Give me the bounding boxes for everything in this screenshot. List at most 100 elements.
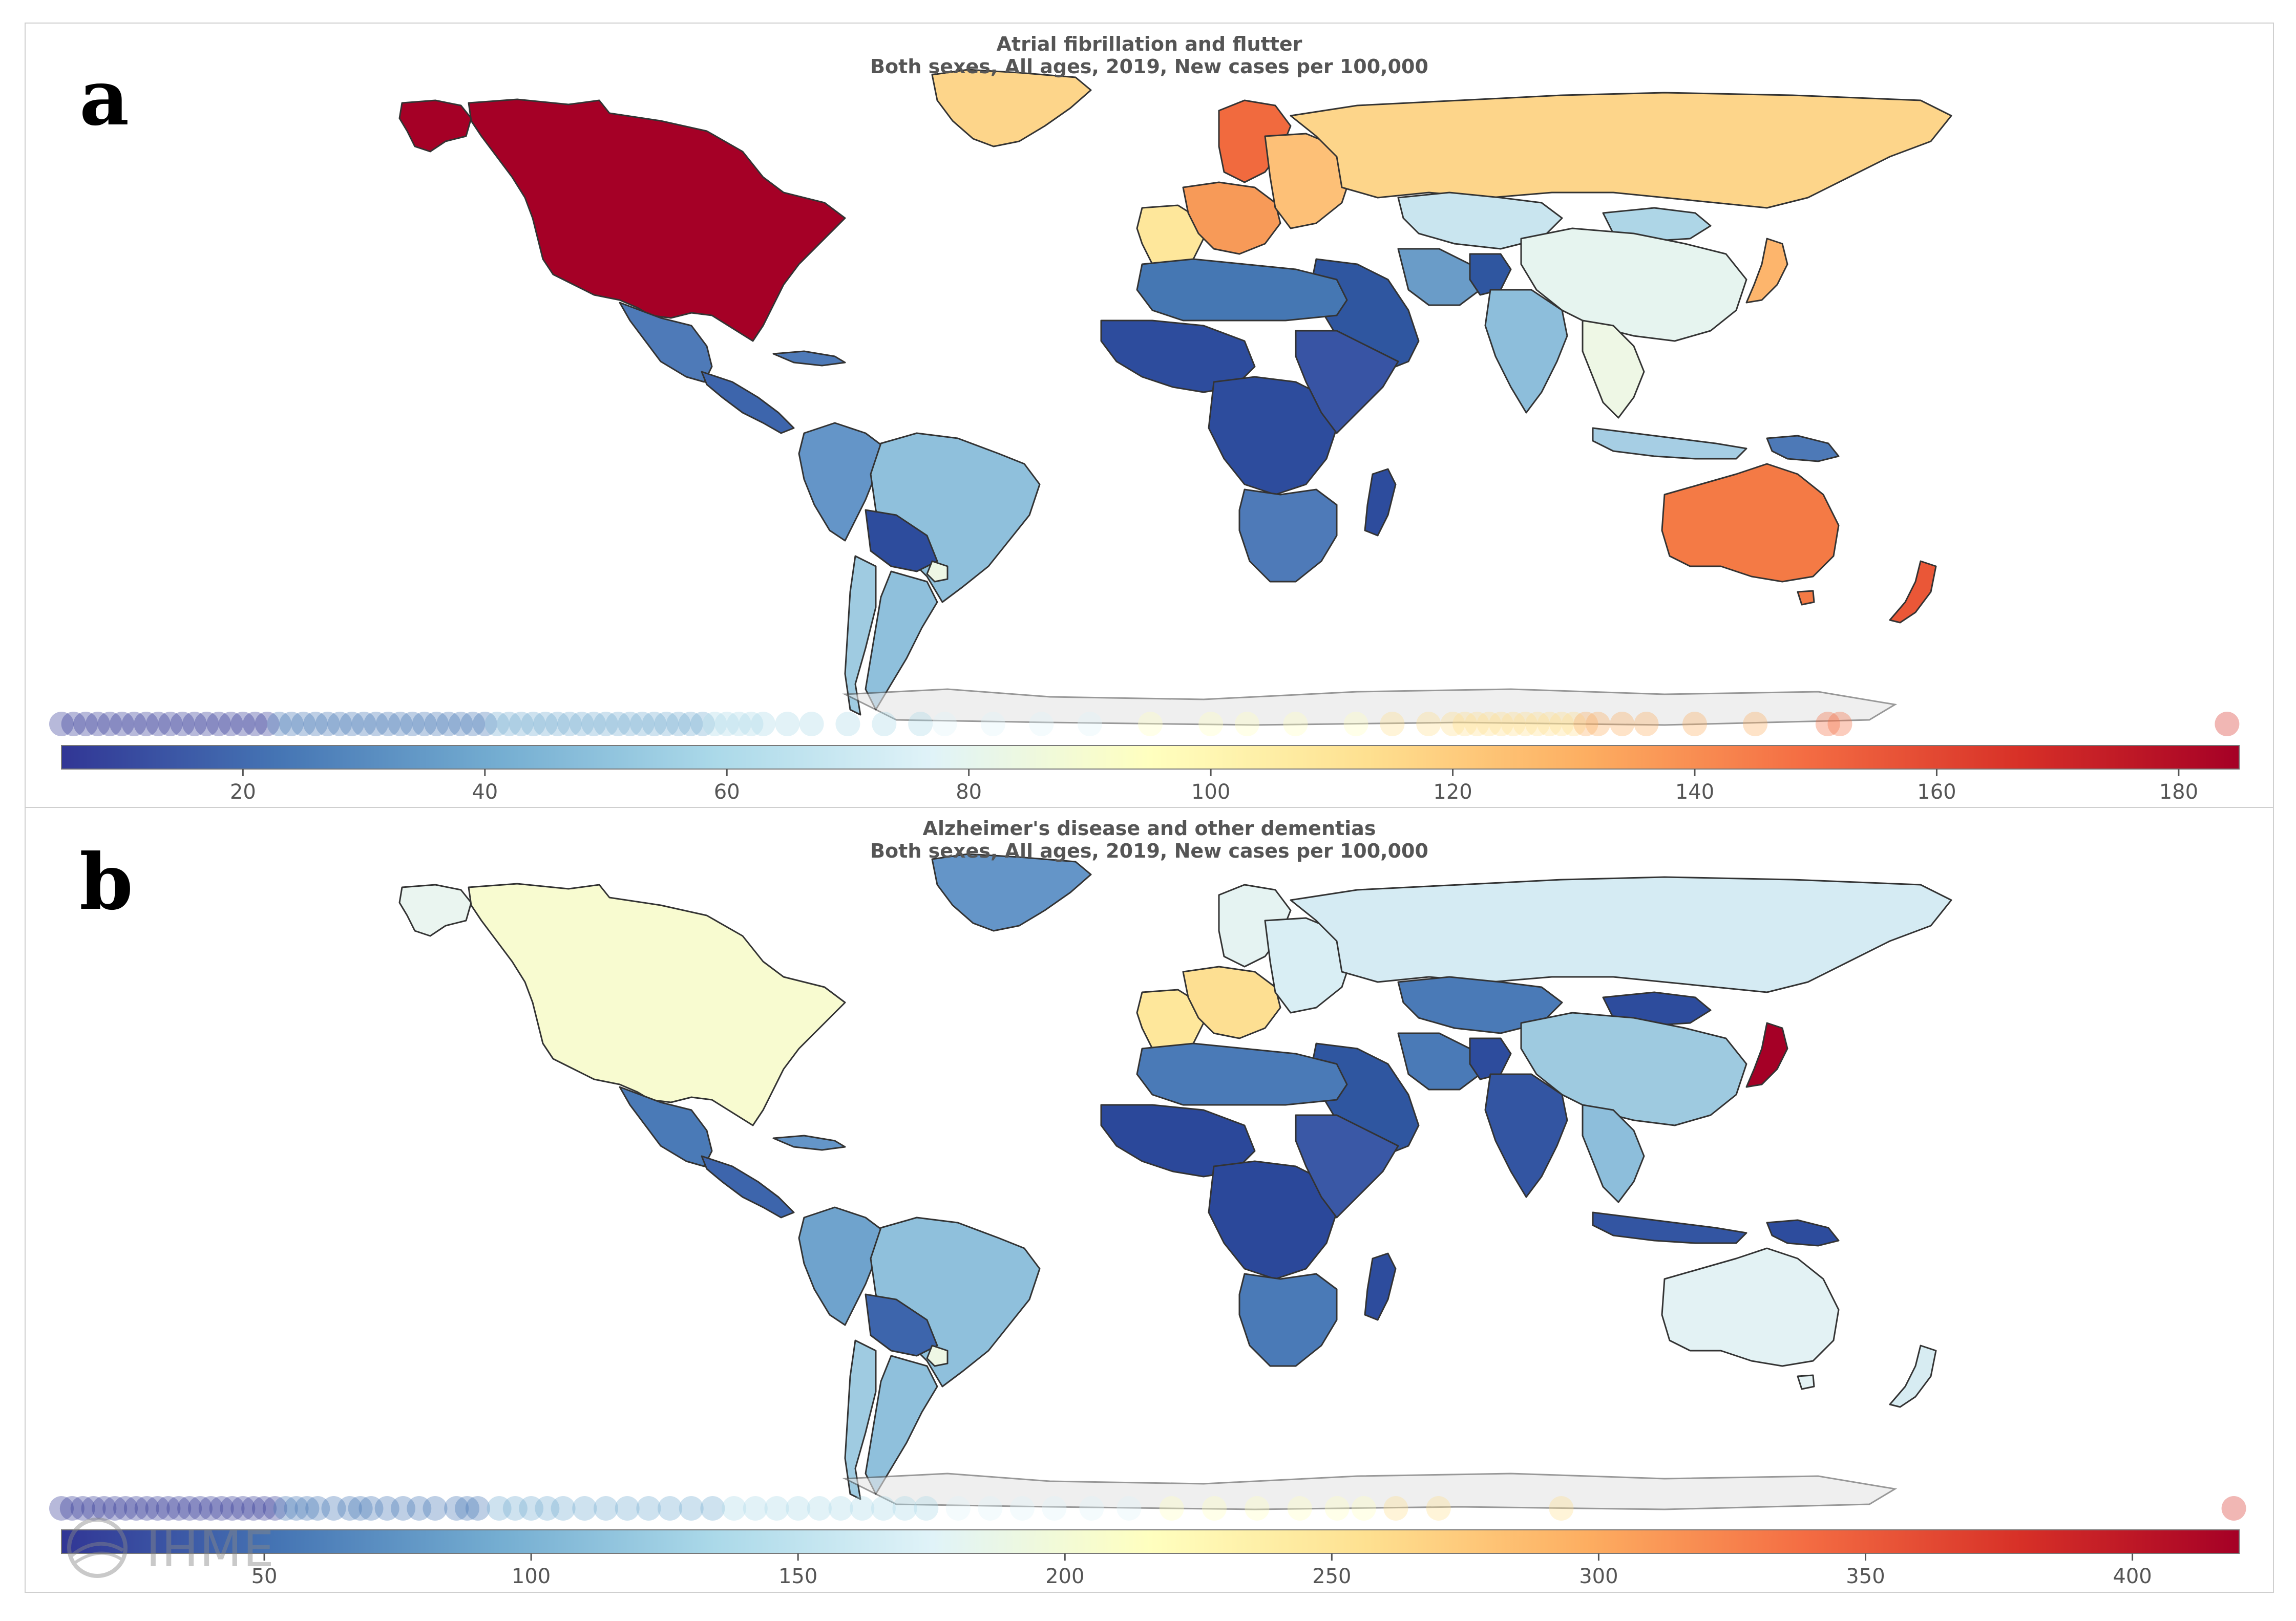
colorbar-dot bbox=[465, 1496, 490, 1521]
colorbar-dot bbox=[1743, 712, 1768, 736]
colorbar-dot bbox=[1077, 712, 1102, 736]
colorbar-dot bbox=[472, 712, 497, 736]
map-title-line2: Both sexes, All ages, 2019, New cases pe… bbox=[870, 55, 1428, 78]
map-title-line1: Atrial fibrillation and flutter bbox=[996, 33, 1302, 55]
colorbar-dot bbox=[1287, 1496, 1312, 1521]
map-title: Atrial fibrillation and flutter Both sex… bbox=[26, 33, 2273, 78]
colorbar-dot bbox=[594, 712, 618, 736]
colorbar-dot bbox=[764, 1496, 789, 1521]
colorbar-dot bbox=[1351, 1496, 1376, 1521]
colorbar-dot bbox=[1586, 712, 1611, 736]
colorbar-dot bbox=[1549, 712, 1574, 736]
colorbar-dot bbox=[182, 712, 207, 736]
region-colombia-peru bbox=[798, 1206, 887, 1326]
colorbar-dot bbox=[1561, 712, 1586, 736]
colorbar-tick-label: 50 bbox=[251, 1565, 278, 1588]
colorbar-dot bbox=[460, 712, 486, 736]
region-afghanistan bbox=[1469, 1037, 1512, 1080]
region-russia bbox=[1290, 876, 1952, 993]
colorbar-dot bbox=[2215, 712, 2240, 736]
colorbar-dot bbox=[134, 1496, 159, 1521]
colorbar-dot bbox=[572, 1496, 597, 1521]
colorbar-dot bbox=[241, 1496, 266, 1521]
colorbar-dot bbox=[533, 712, 558, 736]
colorbar-dot bbox=[1234, 712, 1259, 736]
colorbar-dot bbox=[908, 712, 933, 736]
colorbar-tick-label: 40 bbox=[472, 780, 498, 804]
colorbar-dot bbox=[1464, 712, 1489, 736]
region-papua bbox=[1766, 1219, 1840, 1247]
colorbar-dot bbox=[497, 712, 522, 736]
colorbar-dot bbox=[436, 712, 461, 736]
colorbar-dot bbox=[242, 712, 267, 736]
colorbar-dot bbox=[1426, 1496, 1451, 1521]
watermark-text: IHME bbox=[146, 1521, 275, 1578]
colorbar-dot bbox=[914, 1496, 939, 1521]
colorbar-dot bbox=[1029, 712, 1054, 736]
colorbar-dot bbox=[1245, 1496, 1270, 1521]
region-central-africa bbox=[1208, 376, 1338, 496]
region-chile bbox=[844, 555, 877, 716]
colorbar-dot bbox=[726, 712, 751, 736]
ihme-watermark: IHME bbox=[61, 1515, 287, 1581]
colorbar-dot bbox=[303, 712, 328, 736]
colorbar-dot bbox=[61, 712, 86, 736]
region-madagascar bbox=[1364, 468, 1397, 537]
region-mexico bbox=[619, 302, 713, 383]
colorbar-dot bbox=[654, 712, 679, 736]
region-madagascar bbox=[1364, 1252, 1397, 1321]
colorbar-dot bbox=[177, 1496, 202, 1521]
colorbar-dot bbox=[187, 1496, 213, 1521]
colorbar-dot bbox=[636, 1496, 661, 1521]
colorbar-dot bbox=[291, 712, 316, 736]
colorbar-tick-label: 140 bbox=[1675, 780, 1714, 804]
colorbar-dot bbox=[351, 712, 376, 736]
colorbar-dot bbox=[605, 712, 630, 736]
colorbar-dot bbox=[255, 712, 280, 736]
colorbar-tick-label: 250 bbox=[1312, 1565, 1351, 1588]
region-central-america bbox=[701, 371, 795, 434]
colorbar-dot bbox=[121, 712, 146, 736]
map-title: Alzheimer's disease and other dementias … bbox=[26, 817, 2273, 862]
colorbar-dot bbox=[273, 1496, 298, 1521]
region-japan bbox=[1745, 1022, 1788, 1088]
colorbar-dot bbox=[1159, 1496, 1184, 1521]
colorbar-dot bbox=[170, 712, 195, 736]
colorbar-dot bbox=[551, 1496, 576, 1521]
colorbar-dot bbox=[194, 712, 219, 736]
colorbar-tick-label: 80 bbox=[956, 780, 982, 804]
colorbar-dot bbox=[1549, 1496, 1574, 1521]
region-colombia-peru bbox=[798, 422, 887, 542]
colorbar-dot bbox=[156, 1496, 181, 1521]
colorbar-dot bbox=[145, 1496, 170, 1521]
map-regions bbox=[398, 69, 1952, 716]
colorbar-dot bbox=[1416, 712, 1441, 736]
region-south-asia bbox=[1484, 1073, 1568, 1198]
colorbar-dot bbox=[97, 712, 122, 736]
region-caribbean bbox=[772, 1135, 846, 1151]
colorbar-dot bbox=[252, 1496, 277, 1521]
region-australia bbox=[1661, 463, 1840, 583]
region-indonesia bbox=[1592, 427, 1747, 460]
colorbar-dot bbox=[102, 1496, 128, 1521]
colorbar-dot bbox=[455, 1496, 480, 1521]
colorbar-dot bbox=[407, 1496, 432, 1521]
region-south-asia bbox=[1484, 289, 1568, 414]
colorbar-dot bbox=[594, 1496, 618, 1521]
region-north-africa bbox=[1136, 1042, 1348, 1106]
region-alaska bbox=[398, 99, 472, 153]
colorbar-dot bbox=[92, 1496, 117, 1521]
colorbar-dot bbox=[658, 1496, 683, 1521]
colorbar-dot bbox=[166, 1496, 192, 1521]
world-map: 50 100 150 200 250 300 350 400 bbox=[49, 853, 2246, 1588]
region-chile bbox=[844, 1339, 877, 1500]
region-southern-africa bbox=[1238, 1273, 1338, 1367]
colorbar-dot bbox=[615, 1496, 640, 1521]
colorbar-tick-label: 180 bbox=[2159, 780, 2198, 804]
colorbar-dot bbox=[412, 712, 437, 736]
colorbar-dot bbox=[2221, 1496, 2246, 1521]
colorbar-dot bbox=[59, 1496, 85, 1521]
colorbar-dot bbox=[218, 712, 243, 736]
colorbar-dot bbox=[262, 1496, 287, 1521]
colorbar-dot bbox=[502, 1496, 528, 1521]
